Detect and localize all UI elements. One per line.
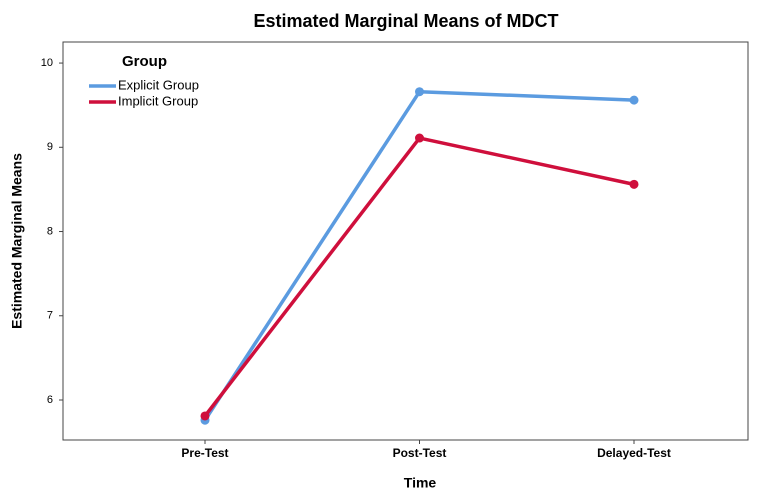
y-tick-label: 10 xyxy=(41,57,53,69)
legend-title: Group xyxy=(122,53,167,70)
x-axis-label: Time xyxy=(404,475,437,491)
y-tick-label: 7 xyxy=(47,310,53,322)
legend-label: Explicit Group xyxy=(118,77,199,92)
chart-title: Estimated Marginal Means of MDCT xyxy=(253,11,558,31)
data-point xyxy=(629,95,639,105)
data-point xyxy=(415,133,424,143)
series-line xyxy=(203,136,635,418)
y-axis-label: Estimated Marginal Means xyxy=(9,153,25,329)
data-point xyxy=(629,179,639,189)
y-tick-label: 6 xyxy=(47,394,53,406)
x-tick-label: Pre-Test xyxy=(181,446,228,460)
legend: Group xyxy=(122,53,167,70)
plot-frame xyxy=(62,41,749,441)
y-tick-label: 9 xyxy=(47,141,53,153)
data-point xyxy=(415,87,424,97)
data-point xyxy=(200,411,210,421)
x-tick-label: Delayed-Test xyxy=(597,446,671,460)
legend-label: Implicit Group xyxy=(118,93,198,108)
y-tick-label: 8 xyxy=(47,225,53,237)
x-tick-label: Post-Test xyxy=(393,446,447,460)
